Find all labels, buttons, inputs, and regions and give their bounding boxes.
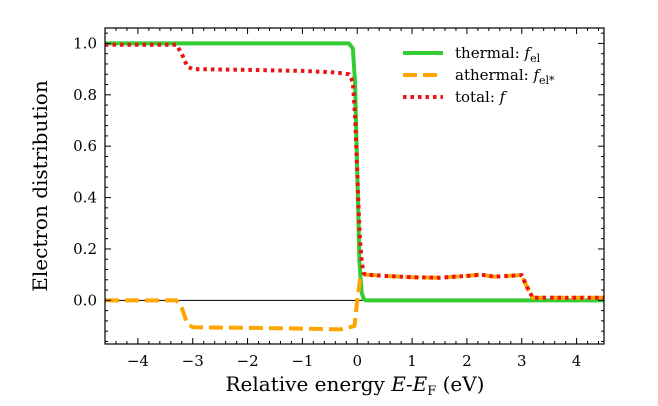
y-tick-label: 0.2 — [73, 240, 97, 258]
x-tick-label: −4 — [127, 352, 149, 370]
y-tick-label: 0.6 — [73, 137, 97, 155]
plot-frame — [104, 27, 605, 345]
legend-label-0: thermal: fel — [455, 44, 541, 65]
x-tick-label: −1 — [291, 352, 313, 370]
y-tick-label: 0.0 — [73, 291, 97, 309]
y-axis-title: Electron distribution — [28, 80, 52, 292]
x-tick-label: 0 — [352, 352, 362, 370]
ticks-layer: −4 −3 −2 −1 0 1 2 3 4 0.0 0.2 0.4 0.6 0.8 1.0 — [73, 28, 604, 370]
series-line-1 — [105, 272, 604, 332]
series-layer — [105, 41, 604, 332]
y-tick-label: 0.8 — [73, 86, 97, 104]
x-axis-title: Relative energy E-EF (eV) — [226, 372, 485, 399]
y-tick-label: 0.4 — [73, 189, 97, 207]
legend-label-1: athermal: fel* — [455, 66, 555, 87]
series-line-2 — [105, 42, 604, 300]
y-tick-label: 1.0 — [73, 34, 97, 52]
x-tick-label: 3 — [517, 352, 527, 370]
x-tick-label: −2 — [237, 352, 259, 370]
x-tick-label: 2 — [462, 352, 472, 370]
x-tick-label: 4 — [572, 352, 582, 370]
series-line-0 — [105, 41, 604, 303]
x-tick-label: 1 — [407, 352, 417, 370]
legend-label-2: total: f — [455, 88, 508, 106]
x-tick-label: −3 — [182, 352, 204, 370]
